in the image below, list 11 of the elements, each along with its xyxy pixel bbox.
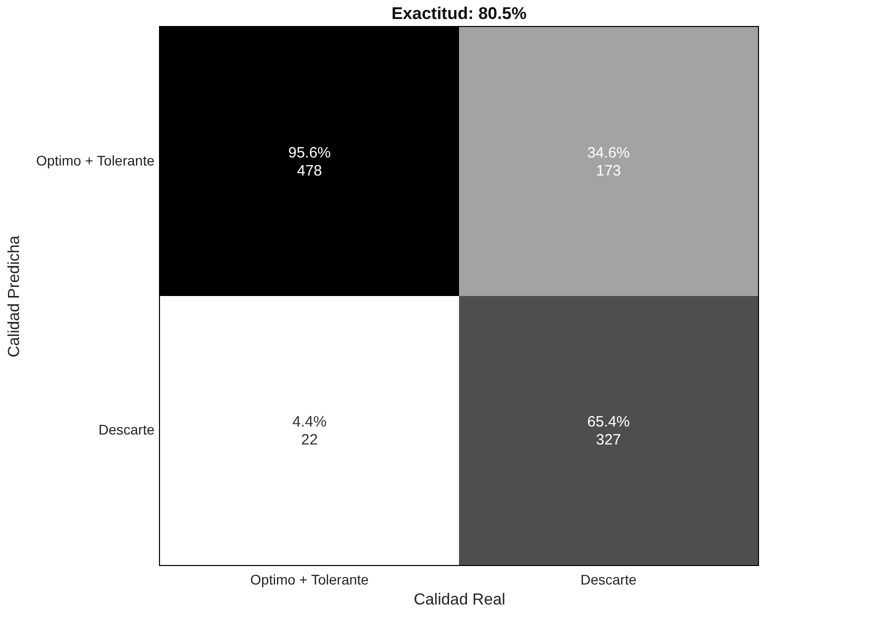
- annotation: 478: [296, 162, 322, 180]
- annotation: 22: [301, 432, 318, 448]
- chart-title: Exactitud: 80.5%: [391, 4, 527, 23]
- data-label: 65.4%: [587, 414, 630, 430]
- y-axis-title: Calidad Predicha: [6, 235, 23, 358]
- annotation: 327: [596, 432, 622, 448]
- annotation: 173: [596, 162, 622, 180]
- data-label: 95.6%: [288, 144, 331, 162]
- data-label: 34.6%: [587, 144, 630, 162]
- x-axis-title: Calidad Real: [414, 592, 506, 608]
- data-label: 4.4%: [292, 414, 327, 430]
